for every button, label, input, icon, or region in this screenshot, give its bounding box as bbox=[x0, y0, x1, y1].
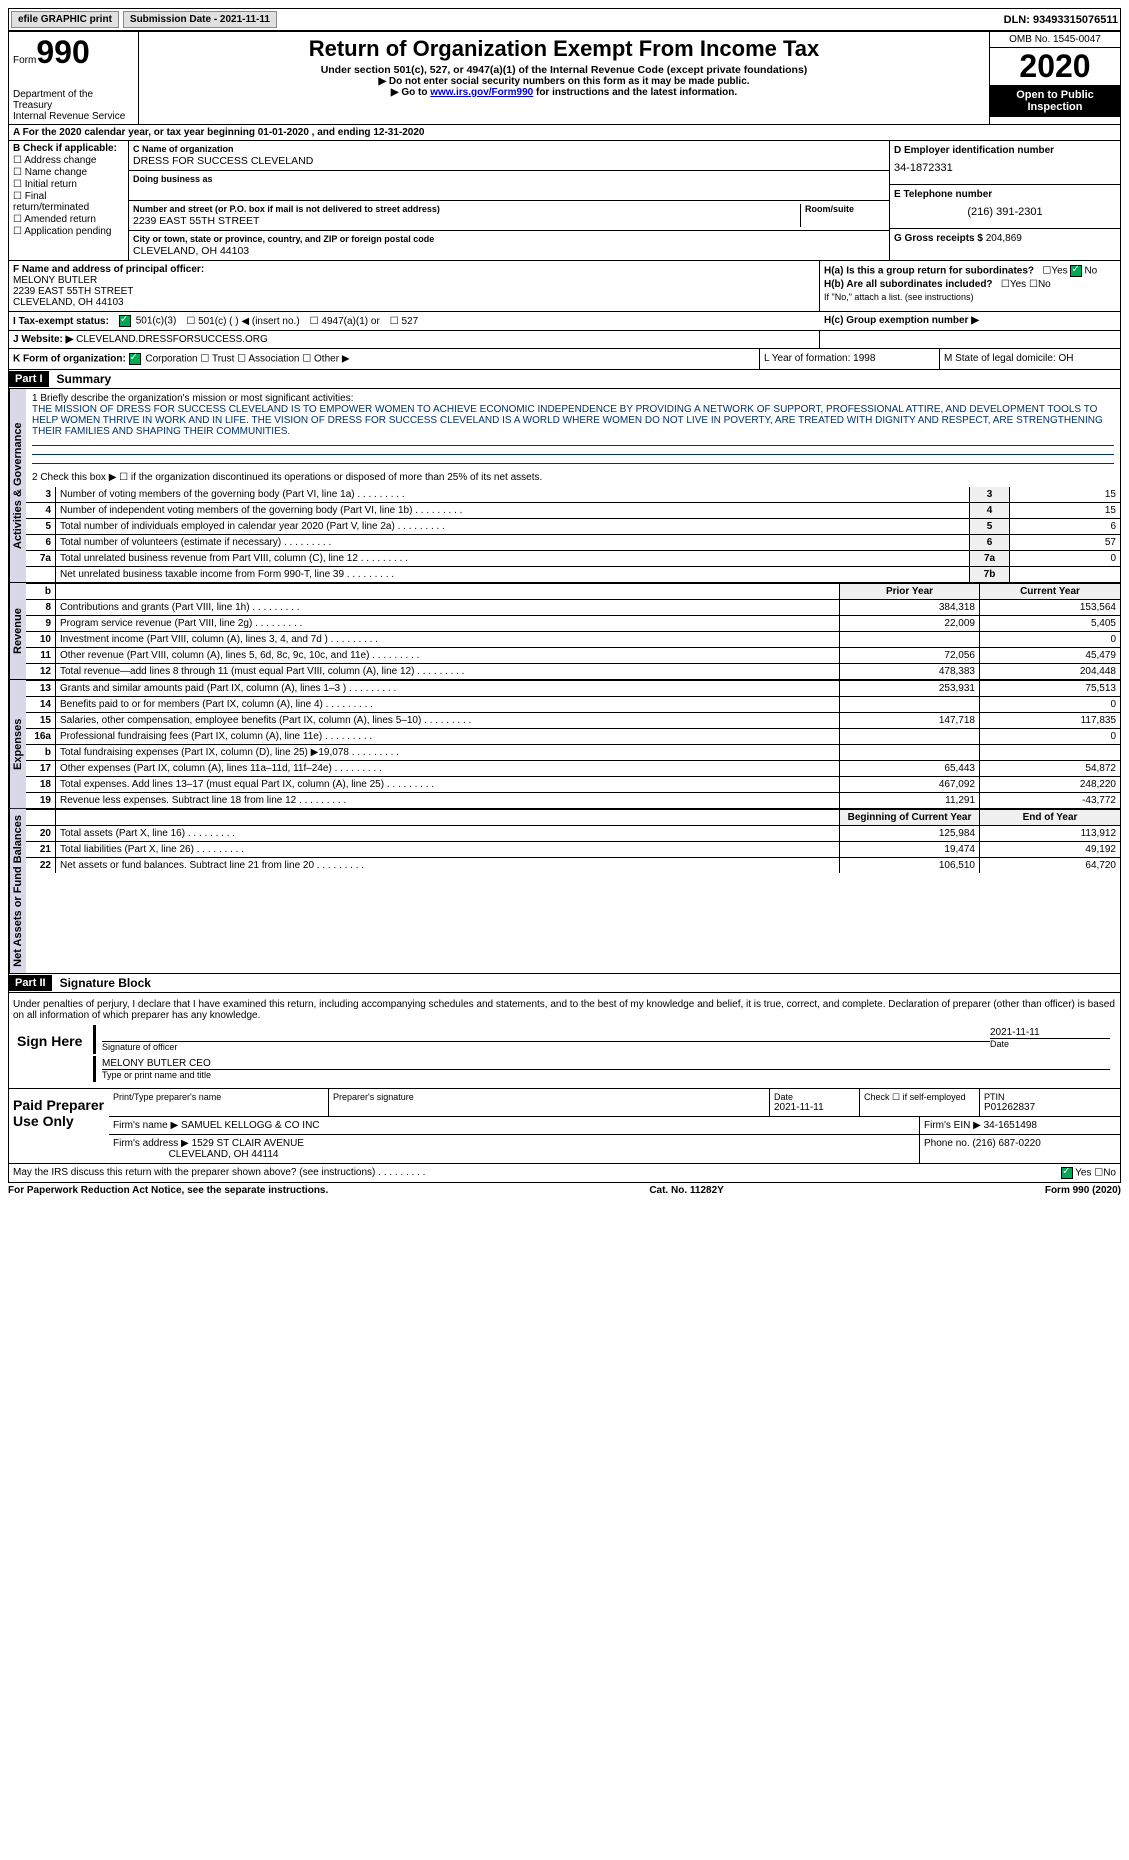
summary-line: 11Other revenue (Part VIII, column (A), … bbox=[26, 647, 1120, 663]
summary-line: 7aTotal unrelated business revenue from … bbox=[26, 550, 1120, 566]
instruction-2: ▶ Go to www.irs.gov/Form990 for instruct… bbox=[143, 87, 985, 98]
form-title: Return of Organization Exempt From Incom… bbox=[143, 36, 985, 62]
summary-line: 14Benefits paid to or for members (Part … bbox=[26, 696, 1120, 712]
summary-line: 21Total liabilities (Part X, line 26) 19… bbox=[26, 841, 1120, 857]
discuss-row: May the IRS discuss this return with the… bbox=[8, 1164, 1121, 1183]
summary-line: 15Salaries, other compensation, employee… bbox=[26, 712, 1120, 728]
gov-section: Activities & Governance 1 Briefly descri… bbox=[8, 389, 1121, 583]
summary-line: 4Number of independent voting members of… bbox=[26, 502, 1120, 518]
rev-label: Revenue bbox=[9, 583, 26, 679]
bottom-row: For Paperwork Reduction Act Notice, see … bbox=[8, 1183, 1121, 1198]
info-grid: B Check if applicable: ☐ Address change … bbox=[8, 141, 1121, 261]
summary-line: 19Revenue less expenses. Subtract line 1… bbox=[26, 792, 1120, 808]
summary-line: 6Total number of volunteers (estimate if… bbox=[26, 534, 1120, 550]
na-section: Net Assets or Fund Balances Beginning of… bbox=[8, 809, 1121, 974]
form-subtitle: Under section 501(c), 527, or 4947(a)(1)… bbox=[143, 64, 985, 76]
dln-text: DLN: 93493315076511 bbox=[1004, 14, 1118, 26]
row-j: J Website: ▶ CLEVELAND.DRESSFORSUCCESS.O… bbox=[8, 331, 1121, 349]
preparer-block: Paid Preparer Use Only Print/Type prepar… bbox=[8, 1089, 1121, 1164]
instruction-1: ▶ Do not enter social security numbers o… bbox=[143, 76, 985, 87]
summary-line: 9Program service revenue (Part VIII, lin… bbox=[26, 615, 1120, 631]
row-i-hc: I Tax-exempt status: 501(c)(3) ☐ 501(c) … bbox=[8, 312, 1121, 331]
submission-date-button[interactable]: Submission Date - 2021-11-11 bbox=[123, 11, 277, 28]
mission-block: 1 Briefly describe the organization's mi… bbox=[26, 389, 1120, 487]
col-c: C Name of organizationDRESS FOR SUCCESS … bbox=[129, 141, 890, 260]
part-2-header: Part II Signature Block bbox=[8, 974, 1121, 993]
col-h: H(a) Is this a group return for subordin… bbox=[820, 261, 1120, 311]
exp-label: Expenses bbox=[9, 680, 26, 808]
col-d: D Employer identification number34-18723… bbox=[890, 141, 1120, 260]
form-header: Form990 Department of the Treasury Inter… bbox=[8, 31, 1121, 125]
summary-line: 16aProfessional fundraising fees (Part I… bbox=[26, 728, 1120, 744]
efile-button[interactable]: efile GRAPHIC print bbox=[11, 11, 119, 28]
gov-label: Activities & Governance bbox=[9, 389, 26, 582]
na-label: Net Assets or Fund Balances bbox=[9, 809, 26, 973]
sign-here-label: Sign Here bbox=[13, 1023, 93, 1084]
omb-number: OMB No. 1545-0047 bbox=[990, 32, 1120, 48]
dept-text: Department of the Treasury Internal Reve… bbox=[13, 89, 134, 122]
summary-line: bTotal fundraising expenses (Part IX, co… bbox=[26, 744, 1120, 760]
summary-line: 8Contributions and grants (Part VIII, li… bbox=[26, 599, 1120, 615]
rev-header: b Prior YearCurrent Year bbox=[26, 583, 1120, 599]
summary-line: 3Number of voting members of the governi… bbox=[26, 487, 1120, 502]
summary-line: 5Total number of individuals employed in… bbox=[26, 518, 1120, 534]
summary-line: 20Total assets (Part X, line 16) 125,984… bbox=[26, 825, 1120, 841]
open-public: Open to Public Inspection bbox=[990, 85, 1120, 117]
row-a: A For the 2020 calendar year, or tax yea… bbox=[8, 125, 1121, 141]
summary-line: 22Net assets or fund balances. Subtract … bbox=[26, 857, 1120, 873]
summary-line: 12Total revenue—add lines 8 through 11 (… bbox=[26, 663, 1120, 679]
part-1-header: Part I Summary bbox=[8, 370, 1121, 389]
na-header: Beginning of Current YearEnd of Year bbox=[26, 809, 1120, 825]
summary-line: 13Grants and similar amounts paid (Part … bbox=[26, 680, 1120, 696]
summary-line: 10Investment income (Part VIII, column (… bbox=[26, 631, 1120, 647]
sig-block: Under penalties of perjury, I declare th… bbox=[8, 993, 1121, 1089]
summary-line: 18Total expenses. Add lines 13–17 (must … bbox=[26, 776, 1120, 792]
summary-line: 17Other expenses (Part IX, column (A), l… bbox=[26, 760, 1120, 776]
top-bar: efile GRAPHIC print Submission Date - 20… bbox=[8, 8, 1121, 31]
row-k: K Form of organization: Corporation ☐ Tr… bbox=[8, 349, 1121, 370]
col-f: F Name and address of principal officer:… bbox=[9, 261, 820, 311]
tax-year: 2020 bbox=[990, 48, 1120, 85]
irs-link[interactable]: www.irs.gov/Form990 bbox=[430, 87, 533, 98]
row-fh: F Name and address of principal officer:… bbox=[8, 261, 1121, 312]
col-b: B Check if applicable: ☐ Address change … bbox=[9, 141, 129, 260]
rev-section: Revenue b Prior YearCurrent Year 8Contri… bbox=[8, 583, 1121, 680]
summary-line: Net unrelated business taxable income fr… bbox=[26, 566, 1120, 582]
form-number: Form990 bbox=[13, 34, 134, 71]
exp-section: Expenses 13Grants and similar amounts pa… bbox=[8, 680, 1121, 809]
